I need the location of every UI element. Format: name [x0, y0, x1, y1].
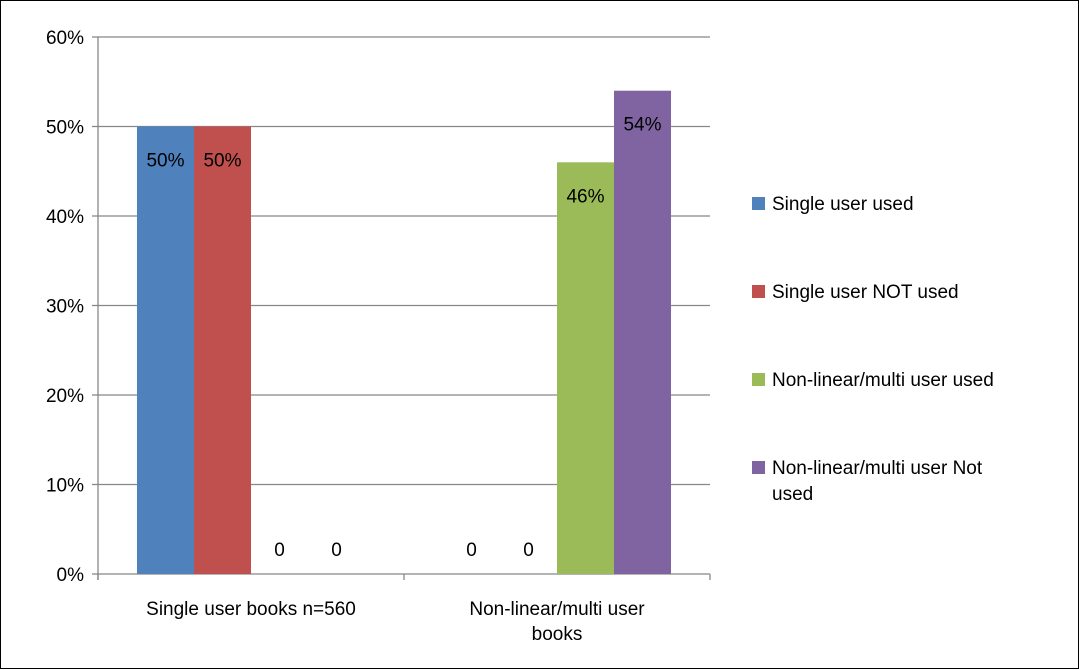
bar: [137, 126, 194, 574]
x-category-label: Non-linear/multi user: [469, 599, 645, 620]
data-labels: 50% 50% 0 0 0 0 46% 54%: [146, 115, 661, 561]
data-label: 0: [466, 540, 477, 561]
y-tick-label: 50%: [46, 118, 84, 139]
bar: [557, 162, 614, 575]
legend: Single user used Single user NOT used Non-…: [752, 194, 994, 505]
legend-label: Non-linear/multi user used: [772, 370, 994, 391]
x-category-label: books: [532, 624, 583, 645]
legend-swatch: [752, 461, 765, 474]
legend-label: Single user used: [772, 194, 914, 215]
y-tick-label: 0%: [57, 565, 85, 586]
data-label: 0: [274, 540, 285, 561]
legend-swatch: [752, 285, 765, 298]
data-label: 0: [331, 540, 342, 561]
y-tick-label: 40%: [46, 207, 84, 228]
legend-label: Non-linear/multi user Not: [772, 458, 983, 479]
y-tick-label: 10%: [46, 476, 84, 497]
legend-swatch: [752, 197, 765, 210]
bars: [137, 90, 671, 575]
x-category-label: Single user books n=560: [146, 599, 356, 620]
bar: [194, 126, 251, 574]
data-label: 54%: [623, 115, 661, 136]
data-label: 0: [523, 540, 534, 561]
y-axis-tick-labels: 0% 10% 20% 30% 40% 50% 60%: [46, 28, 84, 586]
y-tick-label: 60%: [46, 28, 84, 49]
legend-swatch: [752, 373, 765, 386]
data-label: 50%: [146, 151, 184, 172]
y-tick-label: 20%: [46, 386, 84, 407]
legend-label: Single user NOT used: [772, 282, 959, 303]
data-label: 46%: [566, 186, 604, 207]
data-label: 50%: [203, 151, 241, 172]
bar: [614, 90, 671, 574]
y-tick-label: 30%: [46, 297, 84, 318]
x-axis-category-labels: Single user books n=560 Non-linear/multi …: [146, 599, 645, 645]
legend-label: used: [772, 484, 813, 505]
